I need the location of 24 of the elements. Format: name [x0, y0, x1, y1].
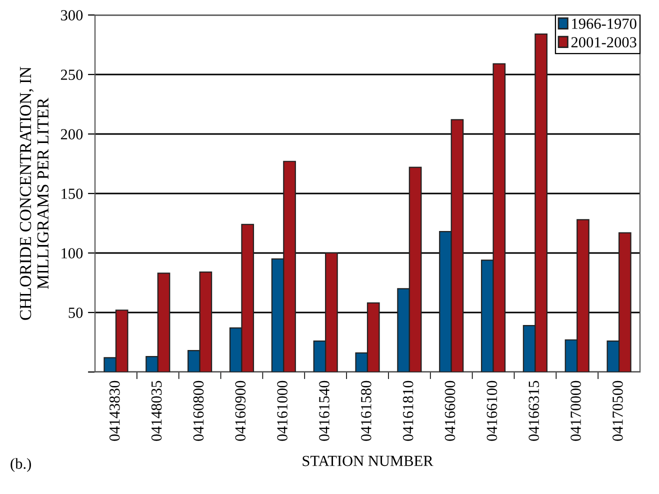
y-tick-label: 300 — [61, 10, 83, 20]
y-tick-label: 50 — [68, 308, 83, 318]
x-tick-label: 04166315 — [528, 380, 540, 441]
y-tick-label: 250 — [60, 70, 83, 80]
legend-label: 1966-1970 — [572, 18, 636, 29]
text: (b.) — [10, 458, 31, 472]
y-tick-label: 200 — [60, 129, 83, 140]
y-tick-label: 100 — [62, 248, 83, 258]
x-tick-label: 04161000 — [277, 380, 288, 441]
x-tick-label: 04166000 — [444, 380, 456, 441]
y-axis-title: CHLORIDE CONCENTRATION, IN MILLIGRAMS PER LITER — [20, 66, 49, 320]
x-tick-label: 04160800 — [193, 380, 204, 441]
x-tick-label: 04161810 — [402, 380, 414, 441]
x-tick-label: 04170000 — [570, 380, 581, 441]
legend-label: 2001-2003 — [571, 37, 636, 48]
x-tick-label: 04166100 — [486, 380, 498, 441]
x-tick-label: 04143830 — [109, 380, 120, 441]
x-tick-label: 04160900 — [235, 380, 246, 441]
x-tick-label: 04170500 — [612, 380, 623, 441]
x-tick-label: 04161580 — [361, 380, 372, 441]
x-tick-label: 04161540 — [319, 380, 330, 441]
x-tick-label: 04148035 — [151, 380, 162, 441]
y-tick-label: 150 — [62, 188, 83, 199]
x-axis-title: STATION NUMBER — [302, 456, 434, 466]
